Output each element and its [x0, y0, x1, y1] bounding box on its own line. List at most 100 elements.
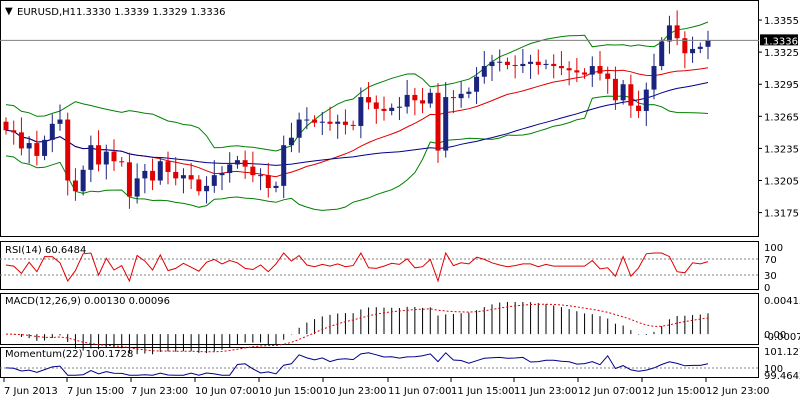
candle-body	[659, 41, 665, 67]
candle-body	[366, 97, 372, 103]
time-tick-label: 11 Jun 23:00	[514, 386, 578, 397]
candle-body	[211, 175, 217, 186]
candle-body	[173, 171, 179, 179]
candle-body	[335, 121, 341, 124]
panel-frames	[0, 0, 759, 378]
candle-body	[165, 161, 171, 172]
price-tick-label: 1.3325	[764, 48, 799, 59]
candle-body	[304, 119, 310, 121]
price-tick-label: 1.3295	[764, 80, 799, 91]
momentum-tick-label: 100	[764, 364, 783, 375]
chart-ohlc: 1.3330 1.3339 1.3329 1.3336	[76, 7, 226, 18]
candle-body	[558, 66, 564, 69]
candle-body	[157, 161, 163, 181]
bollinger-lower	[5, 95, 709, 211]
current-price-tag: 1.3336	[760, 34, 798, 47]
candle-body	[489, 61, 495, 67]
candle-body	[180, 175, 186, 179]
candle-body	[697, 46, 703, 49]
current-price-tag-text: 1.3336	[763, 36, 798, 47]
candle-body	[227, 164, 233, 174]
candle-body	[11, 130, 17, 133]
candle-body	[535, 61, 541, 65]
momentum-label: Momentum(22) 100.1728	[5, 349, 133, 360]
candle-body	[582, 72, 588, 75]
momentum-tick-label: 101.1273	[764, 347, 800, 358]
time-tick-label: 7 Jun 23:00	[131, 386, 188, 397]
candle-body	[412, 94, 418, 101]
candle-body	[196, 179, 202, 192]
candles	[3, 10, 711, 209]
macd-panel-frame	[0, 293, 759, 345]
time-tick-label: 11 Jun 15:00	[451, 386, 515, 397]
candle-body	[26, 143, 32, 149]
candle-body	[88, 145, 94, 170]
rsi-tick-label: 30	[764, 271, 777, 282]
macd-tick-label: -0.00077	[764, 332, 800, 343]
candle-body	[111, 151, 117, 162]
candle-body	[142, 170, 148, 179]
candle-body	[458, 93, 464, 99]
candle-body	[497, 61, 503, 63]
candle-body	[651, 66, 657, 90]
candle-body	[3, 121, 9, 131]
candle-body	[551, 63, 557, 67]
candle-body	[219, 173, 225, 176]
candle-body	[96, 145, 102, 165]
candle-body	[466, 91, 472, 94]
rsi-label: RSI(14) 60.6484	[5, 245, 86, 256]
candle-body	[589, 66, 595, 75]
rsi-tick-label: 100	[764, 243, 783, 254]
rsi-tick-label: 0	[764, 283, 770, 294]
macd-tick-label: 0.00	[764, 330, 786, 341]
candle-body	[49, 123, 55, 140]
candle-body	[628, 84, 634, 106]
price-tick-label: 1.3265	[764, 112, 799, 123]
momentum-tick-label: 99.4642	[764, 371, 800, 382]
candle-body	[474, 76, 480, 92]
candle-body	[126, 162, 132, 197]
candle-body	[443, 97, 449, 151]
candle-body	[34, 143, 40, 156]
candle-body	[690, 48, 696, 54]
candle-body	[42, 139, 48, 156]
time-tick-label: 12 Jun 15:00	[642, 386, 706, 397]
current-price-tag-bg	[760, 34, 798, 46]
candle-body	[574, 70, 580, 73]
candle-body	[119, 161, 125, 163]
candle-body	[450, 97, 456, 99]
time-tick-label: 10 Jun 07:00	[195, 386, 259, 397]
candle-body	[481, 66, 487, 77]
header-dropdown-icon[interactable]: ▼	[5, 6, 13, 17]
candle-body	[612, 78, 618, 101]
macd-label: MACD(12,26,9) 0.00130 0.00096	[5, 296, 170, 307]
candle-body	[504, 61, 510, 65]
candle-body	[342, 121, 348, 125]
candle-body	[404, 94, 410, 107]
candle-body	[643, 89, 649, 111]
macd-signal-line	[5, 303, 709, 353]
sma-fast-line	[5, 67, 709, 178]
candle-body	[80, 169, 86, 192]
momentum-line	[5, 352, 709, 376]
candle-body	[150, 170, 156, 181]
moving-averages	[5, 67, 709, 178]
candle-body	[666, 25, 672, 42]
candle-body	[396, 106, 402, 108]
candle-body	[265, 175, 271, 188]
candle-body	[258, 175, 264, 177]
time-tick-label: 12 Jun 23:00	[706, 386, 770, 397]
sma-slow-line	[5, 82, 709, 166]
candle-body	[188, 175, 194, 180]
price-tick-label: 1.3175	[764, 209, 799, 220]
candle-body	[281, 145, 287, 186]
chart-symbol: EURUSD,H1	[17, 7, 76, 18]
candle-body	[528, 61, 534, 64]
time-tick-label: 11 Jun 07:00	[388, 386, 452, 397]
price-panel-frame	[0, 0, 759, 237]
time-tick-label: 10 Jun 23:00	[323, 386, 387, 397]
candle-body	[18, 132, 24, 149]
time-tick-label: 7 Jun 2013	[4, 386, 58, 397]
